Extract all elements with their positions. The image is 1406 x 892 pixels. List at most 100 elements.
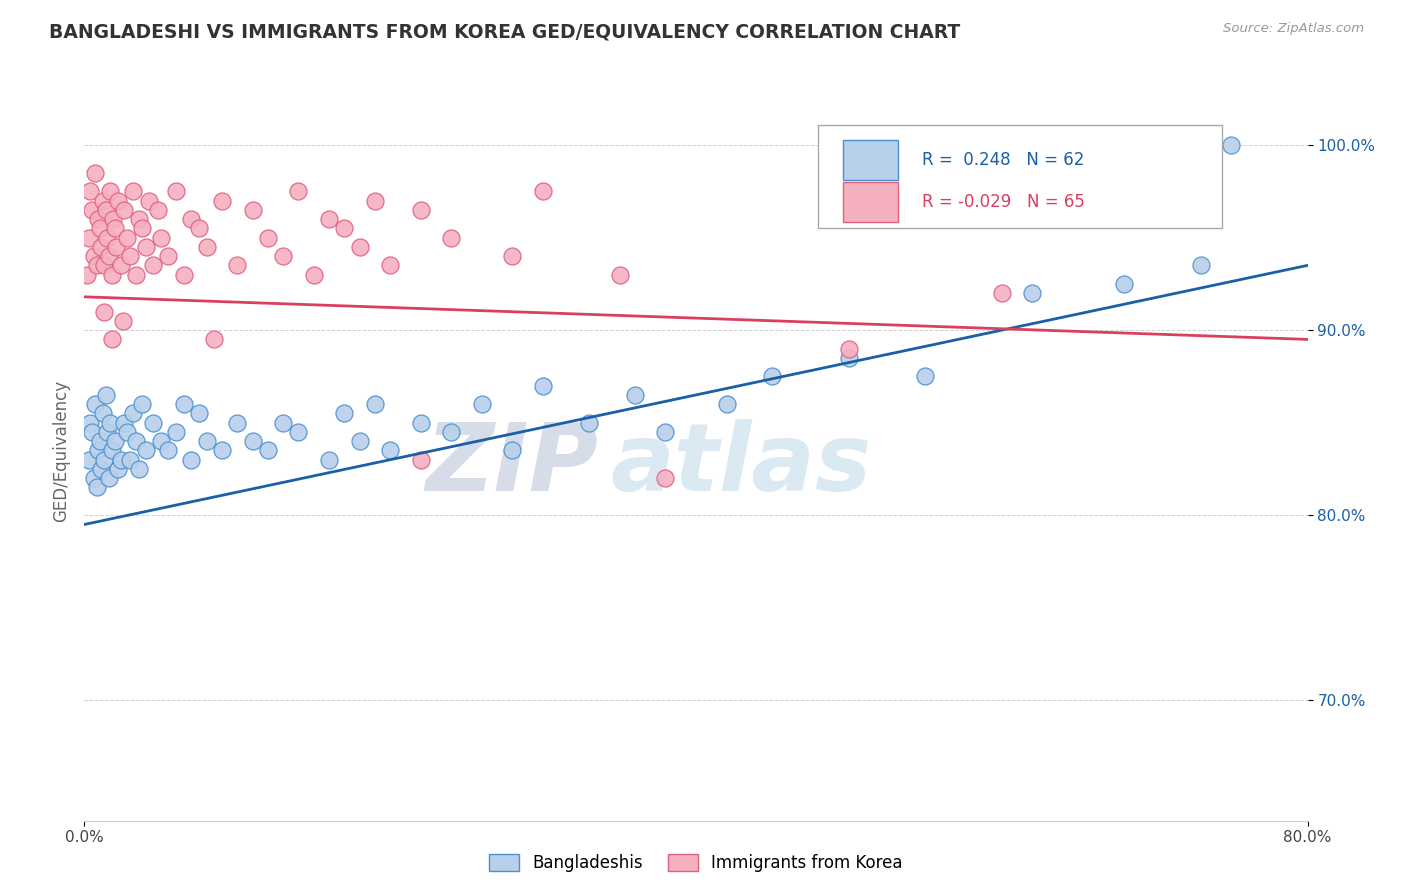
Point	[142, 416, 165, 430]
Point	[157, 443, 180, 458]
Point	[761, 369, 783, 384]
Point	[77, 230, 100, 244]
FancyBboxPatch shape	[818, 125, 1222, 228]
Point	[93, 452, 115, 467]
Point	[180, 452, 202, 467]
Point	[578, 416, 600, 430]
Point	[318, 452, 340, 467]
Point	[115, 230, 138, 244]
Point	[83, 471, 105, 485]
Point	[107, 194, 129, 208]
Point	[271, 416, 294, 430]
Point	[349, 240, 371, 254]
Point	[1220, 138, 1243, 153]
Legend: Bangladeshis, Immigrants from Korea: Bangladeshis, Immigrants from Korea	[482, 847, 910, 879]
Point	[110, 452, 132, 467]
Point	[364, 397, 387, 411]
Point	[165, 425, 187, 439]
Point	[188, 407, 211, 421]
Point	[112, 202, 135, 217]
Point	[110, 259, 132, 273]
Text: R = -0.029   N = 65: R = -0.029 N = 65	[922, 194, 1085, 211]
Point	[211, 194, 233, 208]
Point	[97, 249, 120, 263]
Point	[90, 462, 112, 476]
Point	[101, 443, 124, 458]
Point	[89, 434, 111, 449]
Point	[96, 425, 118, 439]
Point	[112, 416, 135, 430]
Point	[101, 268, 124, 282]
Point	[242, 202, 264, 217]
Point	[84, 397, 107, 411]
Point	[318, 212, 340, 227]
Point	[287, 425, 309, 439]
Point	[98, 416, 121, 430]
Point	[131, 397, 153, 411]
Point	[97, 471, 120, 485]
Point	[120, 249, 142, 263]
Point	[94, 388, 117, 402]
Point	[531, 185, 554, 199]
Point	[364, 194, 387, 208]
Point	[226, 259, 249, 273]
Point	[257, 443, 280, 458]
Point	[149, 434, 172, 449]
Point	[531, 378, 554, 392]
Point	[103, 212, 125, 227]
Point	[98, 185, 121, 199]
Point	[349, 434, 371, 449]
Point	[80, 202, 103, 217]
Point	[409, 416, 432, 430]
Point	[287, 185, 309, 199]
Point	[86, 259, 108, 273]
Point	[654, 425, 676, 439]
Point	[333, 221, 356, 235]
Point	[1189, 259, 1212, 273]
Point	[105, 240, 128, 254]
Point	[1114, 277, 1136, 291]
Point	[716, 397, 738, 411]
Point	[409, 202, 432, 217]
Point	[914, 369, 936, 384]
Point	[131, 221, 153, 235]
Point	[226, 416, 249, 430]
Point	[135, 443, 157, 458]
Point	[211, 443, 233, 458]
Point	[79, 185, 101, 199]
Point	[180, 212, 202, 227]
Point	[257, 230, 280, 244]
Point	[122, 407, 145, 421]
Point	[142, 259, 165, 273]
Point	[1021, 286, 1043, 301]
Point	[104, 434, 127, 449]
Point	[87, 212, 110, 227]
Point	[115, 425, 138, 439]
Point	[502, 249, 524, 263]
Point	[440, 425, 463, 439]
Point	[173, 268, 195, 282]
Point	[93, 304, 115, 318]
Text: BANGLADESHI VS IMMIGRANTS FROM KOREA GED/EQUIVALENCY CORRELATION CHART: BANGLADESHI VS IMMIGRANTS FROM KOREA GED…	[49, 22, 960, 41]
Point	[101, 333, 124, 347]
Point	[125, 434, 148, 449]
Text: atlas: atlas	[610, 419, 872, 511]
Point	[128, 212, 150, 227]
Point	[609, 268, 631, 282]
FancyBboxPatch shape	[842, 139, 898, 180]
Point	[333, 407, 356, 421]
Point	[380, 443, 402, 458]
Point	[77, 452, 100, 467]
Point	[94, 202, 117, 217]
Point	[173, 397, 195, 411]
Point	[120, 452, 142, 467]
Point	[79, 416, 101, 430]
Point	[991, 286, 1014, 301]
Y-axis label: GED/Equivalency: GED/Equivalency	[52, 379, 70, 522]
Point	[90, 240, 112, 254]
Point	[271, 249, 294, 263]
Point	[838, 351, 860, 365]
Point	[128, 462, 150, 476]
Point	[409, 452, 432, 467]
Point	[195, 240, 218, 254]
